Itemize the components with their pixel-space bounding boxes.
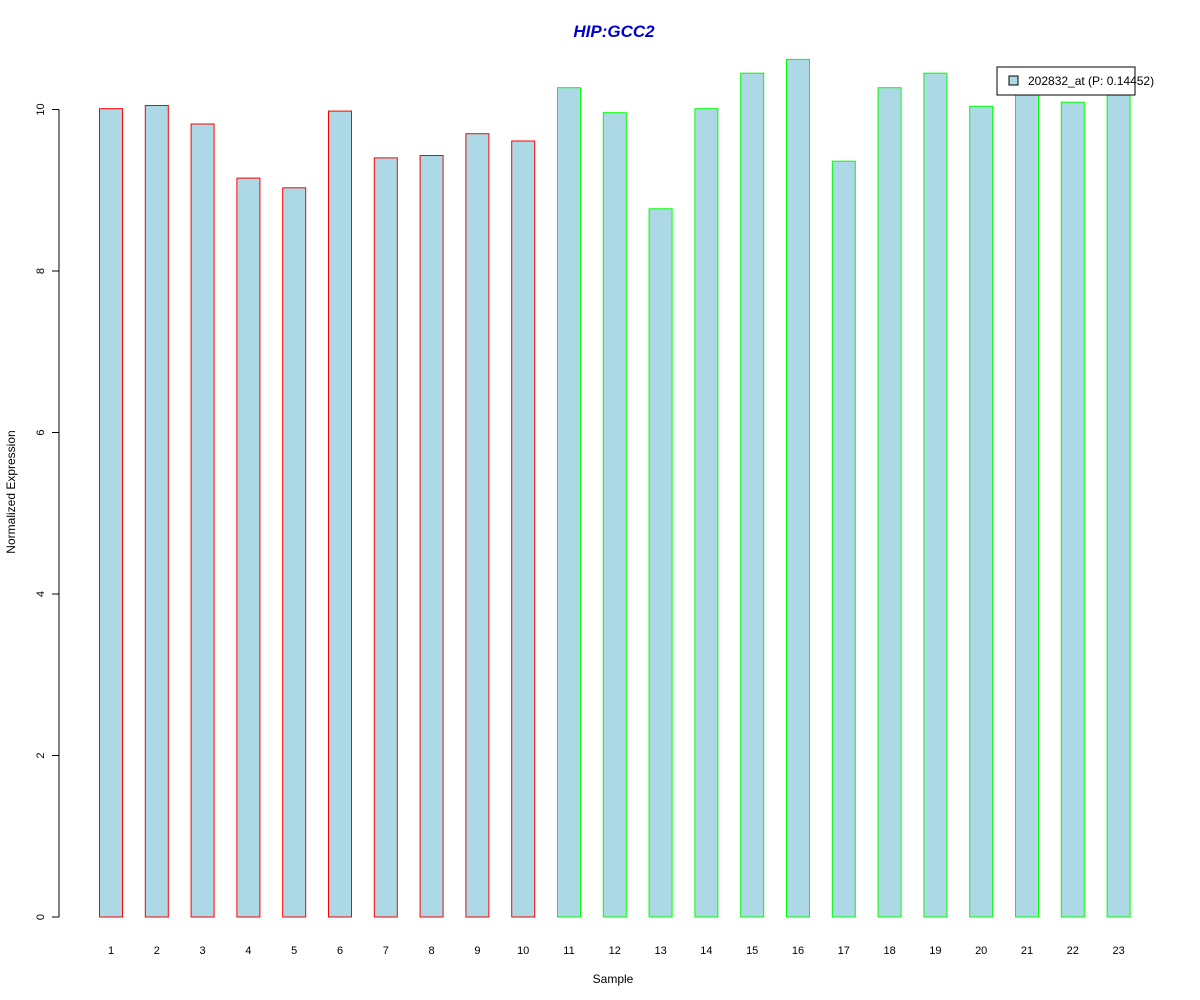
- y-tick-label: 0: [35, 914, 47, 920]
- bar-sample-11: [557, 87, 581, 918]
- x-tick-label: 1: [108, 945, 114, 957]
- bar-sample-7: [373, 157, 398, 918]
- bar-sample-20: [969, 105, 994, 918]
- y-axis: 0 2 4 6 8 10: [35, 103, 60, 920]
- x-tick-label: 16: [792, 945, 804, 957]
- x-tick-label: 21: [1021, 945, 1033, 957]
- x-tick-label: 4: [245, 945, 251, 957]
- x-tick-label: 22: [1067, 945, 1079, 957]
- bar-sample-16: [786, 58, 810, 918]
- y-tick-label: 4: [35, 591, 47, 597]
- y-tick-label: 2: [35, 752, 47, 758]
- x-tick-label: 12: [609, 945, 621, 957]
- bar-sample-4: [236, 177, 261, 918]
- bar-sample-23: [1106, 87, 1131, 918]
- bars: [99, 58, 1131, 918]
- bar-sample-21: [1015, 88, 1039, 918]
- x-tick-label: 17: [838, 945, 850, 957]
- y-tick-label: 10: [35, 103, 47, 115]
- x-tick-label: 15: [746, 945, 758, 957]
- x-tick-label: 14: [700, 945, 712, 957]
- bar-sample-19: [923, 72, 948, 918]
- legend: 202832_at (P: 0.14452): [996, 66, 1154, 96]
- x-tick-label: 18: [883, 945, 895, 957]
- bar-sample-10: [511, 140, 536, 918]
- bar-sample-15: [740, 72, 765, 918]
- x-tick-label: 7: [383, 945, 389, 957]
- bar-sample-12: [602, 112, 627, 918]
- x-tick-label: 19: [929, 945, 941, 957]
- bar-sample-1: [99, 108, 123, 918]
- x-tick-label: 13: [654, 945, 666, 957]
- bar-sample-18: [877, 87, 902, 918]
- bar-sample-9: [465, 133, 490, 918]
- x-tick-label: 2: [154, 945, 160, 957]
- x-tick-labels: 1 2 3 4 5 6 7 8 9 10 11 12 13 14 15 16 17 18 19 20 21 22 23: [108, 945, 1125, 957]
- x-tick-label: 9: [474, 945, 480, 957]
- x-tick-label: 10: [517, 945, 529, 957]
- chart-title: HIP:GCC2: [573, 22, 655, 41]
- bar-sample-17: [831, 160, 856, 918]
- legend-label: 202832_at (P: 0.14452): [1028, 74, 1154, 88]
- x-tick-label: 6: [337, 945, 343, 957]
- x-tick-label: 3: [200, 945, 206, 957]
- y-tick-label: 6: [35, 429, 47, 435]
- bar-sample-8: [419, 155, 444, 918]
- y-axis-label: Normalized Expression: [4, 430, 18, 553]
- legend-swatch: [1008, 75, 1019, 86]
- bar-sample-6: [328, 110, 352, 918]
- bar-sample-2: [144, 105, 169, 918]
- bar-sample-3: [190, 123, 215, 918]
- x-tick-label: 23: [1112, 945, 1124, 957]
- bar-sample-5: [282, 187, 307, 918]
- x-tick-label: 8: [429, 945, 435, 957]
- bar-sample-13: [648, 208, 673, 918]
- legend-box: [996, 66, 1136, 96]
- x-tick-label: 5: [291, 945, 297, 957]
- x-tick-label: 11: [563, 945, 574, 957]
- x-axis-label: Sample: [593, 972, 634, 986]
- x-tick-label: 20: [975, 945, 987, 957]
- bar-sample-22: [1060, 101, 1085, 918]
- bar-sample-14: [694, 108, 719, 918]
- y-tick-label: 8: [35, 268, 47, 274]
